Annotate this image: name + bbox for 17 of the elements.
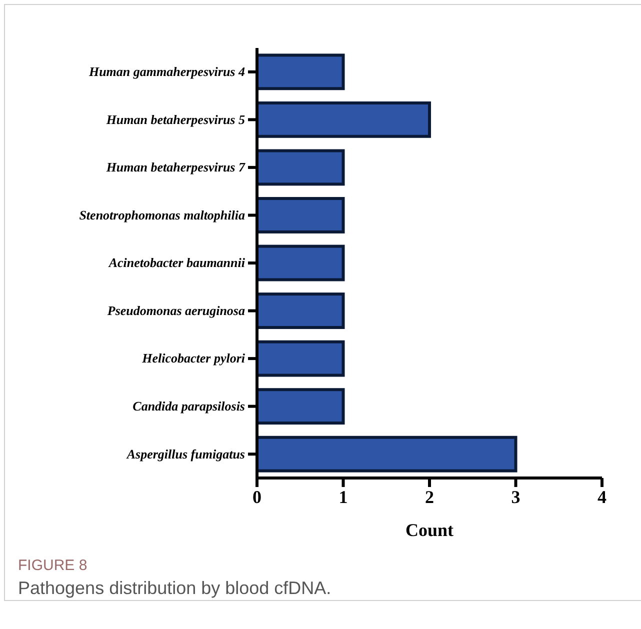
y-tick-label: Helicobacter pylori	[141, 350, 246, 366]
y-tick-label: Human gammaherpesvirus 4	[88, 64, 246, 80]
text: Pathogens distribution by blood cfDNA.	[18, 578, 332, 598]
x-axis-title: Count	[405, 520, 454, 540]
caption: FIGURE 8	[18, 557, 88, 574]
y-tick-label: Stenotrophomonas maltophilia	[79, 207, 246, 222]
y-tick-label: Human betaherpesvirus 7	[105, 160, 246, 175]
x-tick-label: 0	[252, 486, 262, 507]
x-tick-label: 1	[338, 486, 348, 507]
y-tick-label: Acinetobacter baumannii	[108, 255, 246, 270]
x-tick-label: 2	[425, 486, 434, 507]
y-tick-label: Pseudomonas aeruginosa	[107, 302, 246, 318]
y-tick-label: Candida parapsilosis	[132, 398, 245, 414]
y-tick-label: Human betaherpesvirus 5	[105, 112, 246, 127]
x-tick-label: 4	[598, 486, 606, 507]
y-tick-label: Aspergillus fumigatus	[126, 446, 245, 462]
x-tick-label: 3	[511, 486, 520, 507]
